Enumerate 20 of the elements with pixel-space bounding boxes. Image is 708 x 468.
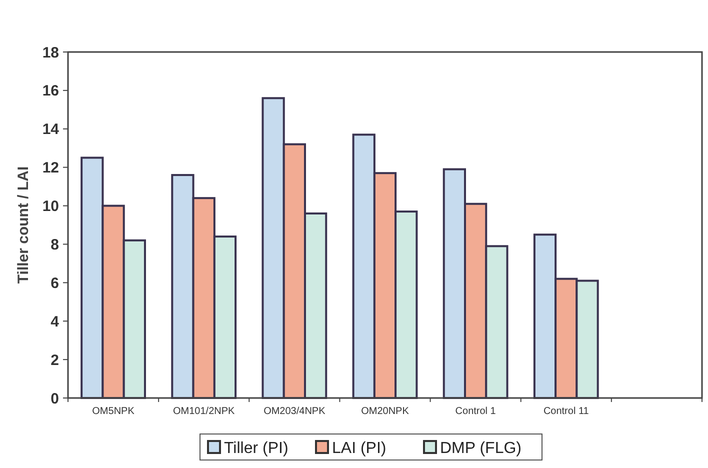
y-tick-label: 10 (42, 198, 59, 216)
legend-label: LAI (PI) (332, 440, 386, 457)
x-tick-label: OM203/4NPK (264, 406, 326, 417)
x-tick-label: OM20NPK (361, 406, 410, 417)
x-tick-label: Control 1 (455, 406, 496, 417)
y-tick-label: 16 (42, 82, 59, 100)
x-tick-label: Control 11 (543, 406, 590, 417)
x-tick-label: OM5NPK (92, 406, 135, 417)
y-tick-label: 6 (50, 274, 59, 292)
y-tick-label: 8 (50, 236, 59, 254)
y-tick-label: 0 (50, 390, 59, 408)
y-tick-label: 4 (50, 313, 60, 330)
y-tick-label: 14 (42, 121, 60, 138)
x-tick-label: OM101/2NPK (173, 406, 236, 417)
y-axis-title: Tiller count / LAI (15, 166, 32, 284)
y-tick-label: 18 (42, 44, 59, 62)
y-tick-label: 2 (50, 352, 59, 369)
legend-label: Tiller (PI) (224, 440, 288, 457)
legend-label: DMP (FLG) (440, 440, 522, 457)
y-tick-label: 12 (42, 160, 59, 177)
